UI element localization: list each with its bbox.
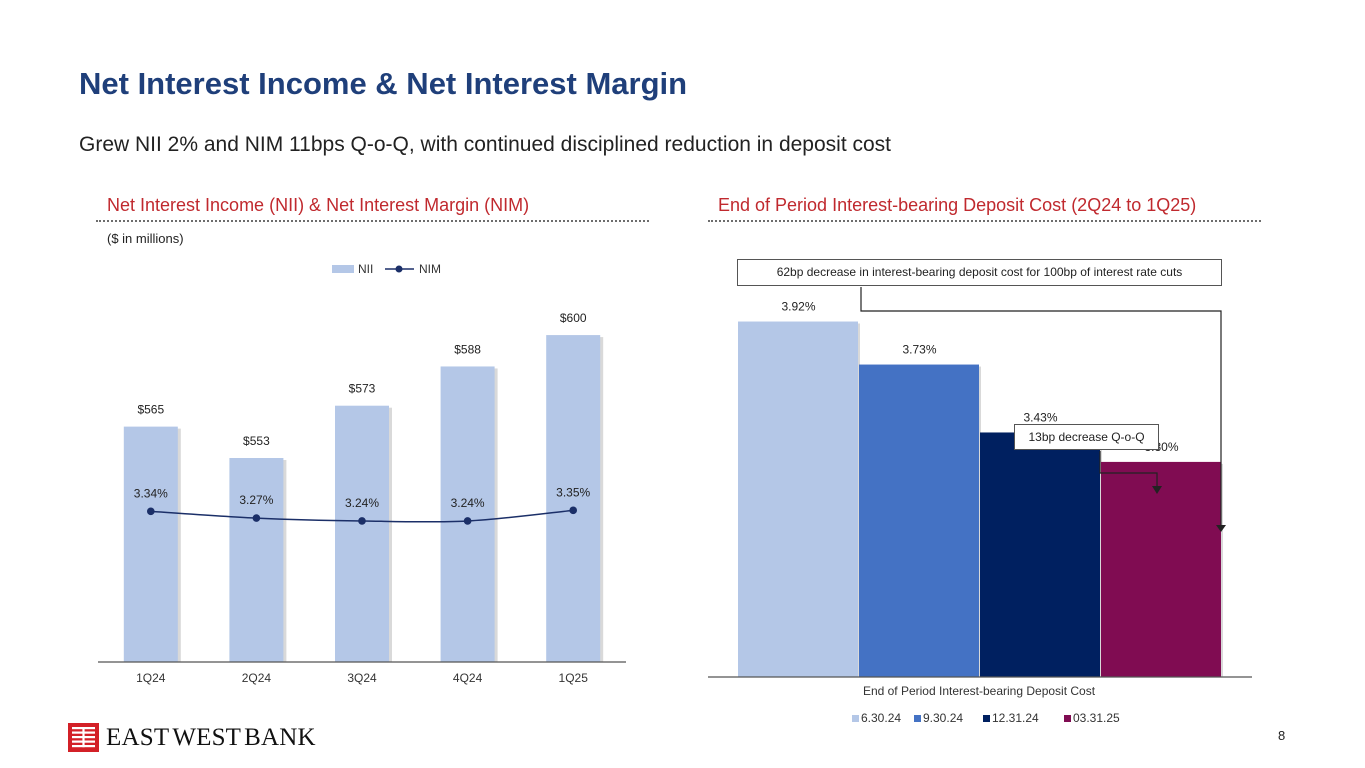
nim-value-label: 3.24%: [451, 496, 485, 510]
brand-word-east: EAST: [106, 724, 170, 751]
nii-category-tick: 4Q24: [453, 671, 483, 685]
nii-bar: [440, 366, 495, 662]
deposit-value-label: 3.43%: [1023, 410, 1057, 424]
page-number: 8: [1278, 728, 1286, 743]
nii-value-label: $573: [349, 382, 376, 396]
total-decrease-connector: [860, 287, 1222, 528]
nim-point: [569, 506, 577, 515]
nim-point: [252, 514, 261, 522]
nim-point: [463, 517, 472, 525]
nii-category-tick: 2Q24: [242, 671, 272, 685]
deposit-legend-swatch: [914, 715, 921, 722]
deposit-x-axis-label: End of Period Interest-bearing Deposit C…: [863, 684, 1096, 698]
nii-value-label: $600: [560, 311, 587, 325]
qoq-decrease-connector: [1099, 451, 1158, 488]
units-note: ($ in millions): [107, 231, 184, 246]
nii-value-label: $565: [137, 403, 164, 417]
deposit-legend-label: 03.31.25: [1073, 711, 1120, 725]
deposit-value-label: 3.92%: [781, 300, 815, 314]
deposit-legend-label: 9.30.24: [923, 711, 963, 725]
deposit-cost-bar: [980, 432, 1100, 677]
deposit-legend-swatch: [852, 715, 859, 722]
deposit-legend-swatch: [1064, 715, 1071, 722]
nim-point: [358, 517, 366, 525]
brand-wordmark: EAST WEST BANK: [106, 724, 316, 752]
nii-bar: [229, 458, 284, 662]
nim-point: [147, 507, 155, 516]
nii-legend-label: NII: [358, 262, 373, 276]
total-decrease-arrowhead: [1216, 525, 1226, 532]
deposit-cost-bar: [859, 364, 979, 677]
nii-bar: [335, 405, 389, 662]
nii-heading-divider: [96, 220, 649, 222]
nii-category-tick: 1Q25: [559, 671, 589, 685]
page-subtitle: Grew NII 2% and NIM 11bps Q-o-Q, with co…: [79, 133, 892, 156]
nii-section-heading: Net Interest Income (NII) & Net Interest…: [107, 195, 530, 215]
nim-value-label: 3.35%: [556, 485, 590, 499]
nim-value-label: 3.24%: [345, 496, 379, 510]
nii-category-tick: 1Q24: [136, 671, 166, 685]
brand-word-west: WEST: [172, 724, 242, 751]
qoq-decrease-arrowhead: [1152, 486, 1162, 494]
deposit-legend: 6.30.24 9.30.24 12.31.24 03.31.25: [852, 711, 1120, 725]
deposit-cost-bar: [1101, 461, 1221, 677]
brand-word-bank: BANK: [244, 724, 316, 751]
qoq-decrease-callout: 13bp decrease Q-o-Q: [1014, 424, 1159, 450]
nim-legend-label: NIM: [419, 262, 441, 276]
deposit-heading-divider: [708, 220, 1261, 222]
deposit-section-heading: End of Period Interest-bearing Deposit C…: [718, 195, 1197, 215]
total-decrease-callout: 62bp decrease in interest-bearing deposi…: [737, 259, 1222, 286]
nii-legend-swatch: [332, 265, 354, 273]
deposit-legend-label: 6.30.24: [861, 711, 901, 725]
nim-legend-marker: [395, 265, 403, 273]
nim-value-label: 3.27%: [239, 493, 273, 507]
nii-legend: NII NIM: [332, 262, 441, 276]
nii-value-label: $553: [243, 434, 270, 448]
page-title: Net Interest Income & Net Interest Margi…: [79, 66, 688, 101]
nii-category-tick: 3Q24: [347, 671, 377, 685]
deposit-value-label: 3.73%: [902, 343, 936, 357]
deposit-legend-label: 12.31.24: [992, 711, 1039, 725]
deposit-legend-swatch: [983, 715, 990, 722]
nim-value-label: 3.34%: [134, 486, 168, 500]
deposit-cost-bar: [738, 321, 858, 677]
eastwest-logo-icon: [68, 723, 99, 752]
nii-value-label: $588: [454, 342, 481, 356]
nii-bar: [546, 335, 601, 662]
nii-bar: [123, 426, 178, 662]
